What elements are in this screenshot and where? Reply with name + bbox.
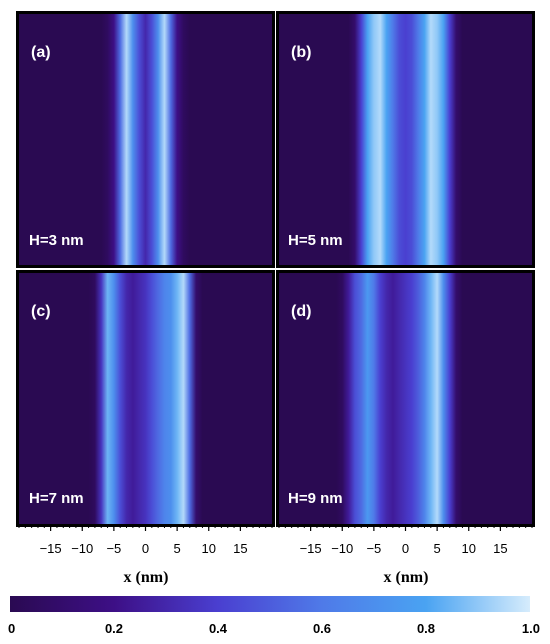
- x-tick-label: −5: [106, 541, 121, 556]
- panel-tag-d: (d): [291, 303, 311, 320]
- heatmap-d: [279, 273, 532, 524]
- heatmap-a: [19, 14, 272, 265]
- x-tick-label: 10: [462, 541, 476, 556]
- colorbar-tick-label: 0.8: [417, 621, 435, 636]
- x-axis-right: −15 −10 −5 0 5 10 15: [278, 526, 533, 556]
- panel-c: (c) H=7 nm: [16, 270, 275, 527]
- x-axis-left: −15 −10 −5 0 5 10 15: [18, 526, 273, 556]
- x-tick-label: −15: [40, 541, 62, 556]
- colorbar-ticks: 0 0.2 0.4 0.6 0.8 1.0: [8, 621, 540, 636]
- colorbar-tick-label: 0.4: [209, 621, 228, 636]
- x-axis-title-left: x (nm): [124, 569, 169, 586]
- colorbar-tick-label: 0.6: [313, 621, 331, 636]
- x-tick-label: 5: [174, 541, 181, 556]
- x-tick-label: −15: [300, 541, 322, 556]
- panel-frame-b: [276, 11, 535, 268]
- panel-tag-b: (b): [291, 44, 311, 61]
- panel-label-d: H=9 nm: [288, 490, 343, 507]
- panel-frame-a: [16, 11, 275, 268]
- panel-label-b: H=5 nm: [288, 232, 343, 249]
- panel-label-c: H=7 nm: [29, 490, 84, 507]
- panel-d: (d) H=9 nm: [276, 270, 535, 527]
- x-tick-label: 15: [233, 541, 247, 556]
- x-tick-label: 5: [434, 541, 441, 556]
- heatmap-b: [279, 14, 532, 265]
- x-tick-label: 15: [493, 541, 507, 556]
- colorbar: [10, 596, 530, 612]
- panel-frame-d: [276, 270, 535, 527]
- x-tick-label: −10: [331, 541, 353, 556]
- heatmap-c: [19, 273, 272, 524]
- x-axis-title-right: x (nm): [384, 569, 429, 586]
- colorbar-tick-label: 0: [8, 621, 15, 636]
- panel-tag-a: (a): [31, 44, 51, 61]
- x-tick-label: 0: [402, 541, 409, 556]
- panel-frame-c: [16, 270, 275, 527]
- colorbar-tick-label: 0.2: [105, 621, 123, 636]
- panel-label-a: H=3 nm: [29, 232, 84, 249]
- x-tick-label: 10: [202, 541, 216, 556]
- x-tick-label: −10: [71, 541, 93, 556]
- colorbar-tick-label: 1.0: [522, 621, 540, 636]
- x-tick-label: −5: [366, 541, 381, 556]
- panel-b: (b) H=5 nm: [276, 11, 535, 268]
- x-tick-label: 0: [142, 541, 149, 556]
- panel-tag-c: (c): [31, 303, 51, 320]
- panel-a: (a) H=3 nm: [16, 11, 275, 268]
